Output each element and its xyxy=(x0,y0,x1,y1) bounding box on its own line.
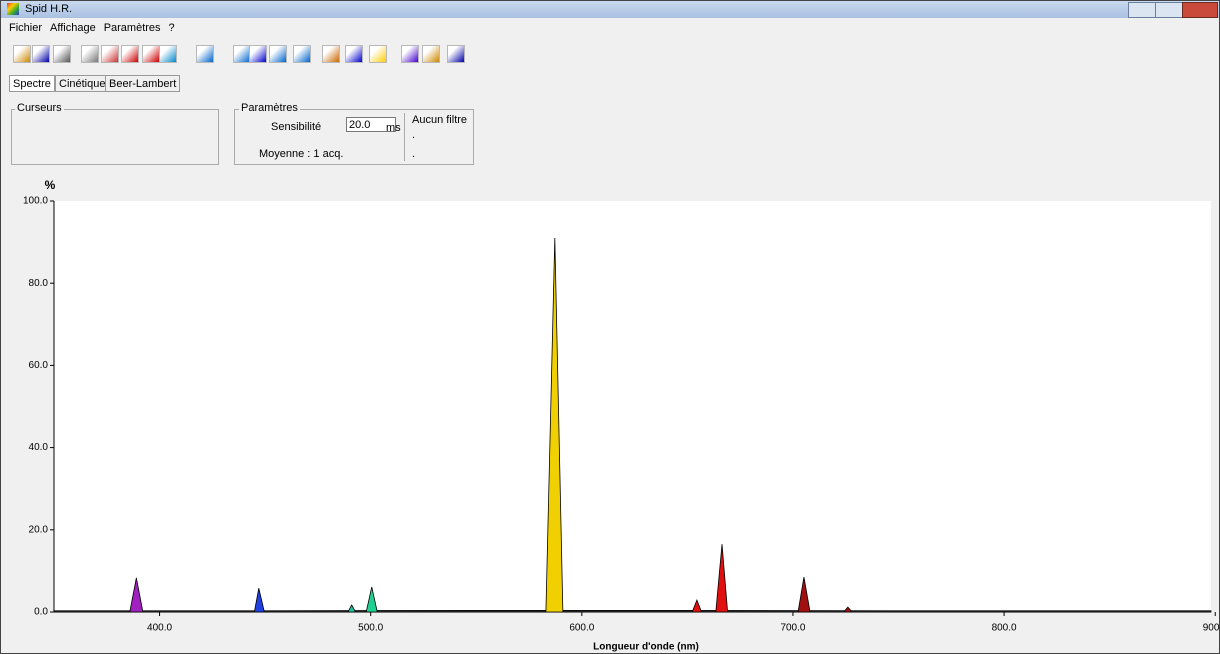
toolbar-button[interactable] xyxy=(249,45,267,63)
x-tick-label: 900.0 xyxy=(1203,623,1219,634)
toolbar-button[interactable] xyxy=(53,45,71,63)
menu-item[interactable]: ? xyxy=(168,22,175,34)
menu-item[interactable]: Affichage xyxy=(50,22,96,34)
cursors-panel xyxy=(11,109,219,165)
spectrum-area xyxy=(129,577,144,613)
label: Moyenne : 1 acq. xyxy=(259,148,344,160)
spectrum-area xyxy=(366,586,378,613)
x-tick-label: 400.0 xyxy=(147,623,172,634)
label: Sensibilité xyxy=(271,121,322,133)
tab[interactable]: Beer-Lambert xyxy=(105,75,181,92)
spectrum-area xyxy=(53,609,1212,613)
label: Aucun filtre xyxy=(412,114,468,126)
spectrum-area xyxy=(692,598,702,613)
app-icon xyxy=(7,3,19,15)
toolbar-button[interactable] xyxy=(269,45,287,63)
panel-title: Paramètres xyxy=(239,102,300,114)
y-axis-label: % xyxy=(45,178,56,192)
toolbar-button[interactable] xyxy=(101,45,119,63)
toolbar-button[interactable] xyxy=(447,45,465,63)
spectrum-area xyxy=(545,237,564,613)
chart: % Longueur d'onde (nm) 0.0 20.0 40.0 60.0 80… xyxy=(23,178,1219,653)
toolbar-button[interactable] xyxy=(159,45,177,63)
tab[interactable]: Spectre xyxy=(9,75,55,92)
menu-item[interactable]: Paramètres xyxy=(103,22,161,34)
x-tick-label: 500.0 xyxy=(358,623,383,634)
toolbar-button[interactable] xyxy=(422,45,440,63)
toolbar-button[interactable] xyxy=(369,45,387,63)
window-title: Spid H.R. xyxy=(25,3,73,15)
toolbar-button[interactable] xyxy=(81,45,99,63)
y-tick-label: 0.0 xyxy=(34,607,48,618)
y-tick-label: 100.0 xyxy=(23,196,48,207)
spectrum-area xyxy=(797,576,811,613)
spectrum-area xyxy=(348,604,356,613)
sensitivity-input[interactable]: 20.0 xyxy=(346,117,396,132)
toolbar-button[interactable] xyxy=(196,45,214,63)
x-tick-label: 600.0 xyxy=(569,623,594,634)
spectrum-area xyxy=(715,544,728,613)
maximize-button[interactable] xyxy=(1155,2,1183,18)
y-tick-label: 60.0 xyxy=(29,360,49,371)
title-bar xyxy=(1,1,1219,18)
label: . xyxy=(412,129,416,141)
separator xyxy=(404,113,405,161)
x-tick-label: 800.0 xyxy=(992,623,1017,634)
toolbar-button[interactable] xyxy=(322,45,340,63)
y-tick-label: 40.0 xyxy=(29,442,49,453)
x-tick-label: 700.0 xyxy=(780,623,805,634)
minimize-button[interactable] xyxy=(1128,2,1156,18)
toolbar-button[interactable] xyxy=(293,45,311,63)
toolbar-button[interactable] xyxy=(32,45,50,63)
toolbar-button[interactable] xyxy=(401,45,419,63)
x-axis-label: Longueur d'onde (nm) xyxy=(593,642,699,653)
spectrum-area xyxy=(844,606,852,613)
panel-title: Curseurs xyxy=(15,102,64,114)
label: . xyxy=(412,148,416,160)
tab[interactable]: Cinétique xyxy=(55,75,110,92)
close-button[interactable] xyxy=(1182,2,1218,18)
y-tick-label: 80.0 xyxy=(29,278,49,289)
plot-area xyxy=(54,201,1211,612)
menu-item[interactable]: Fichier xyxy=(9,22,43,34)
toolbar-button[interactable] xyxy=(121,45,139,63)
spectrum-area xyxy=(254,588,265,613)
y-tick-label: 20.0 xyxy=(29,524,49,535)
params-panel xyxy=(234,109,474,165)
menu-bar: Fichier Affichage Paramètres? xyxy=(9,22,183,34)
toolbar-button[interactable] xyxy=(345,45,363,63)
unit: ms xyxy=(386,122,401,134)
toolbar-button[interactable] xyxy=(142,45,160,63)
toolbar-button[interactable] xyxy=(13,45,31,63)
